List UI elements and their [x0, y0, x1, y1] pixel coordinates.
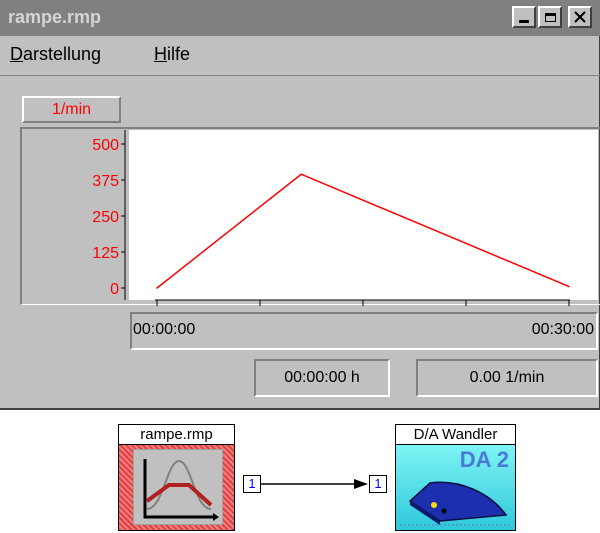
y-tick-label: 500 — [92, 137, 119, 154]
menu-hilfe-mnemonic: H — [154, 44, 167, 64]
menu-hilfe-label: ilfe — [167, 44, 191, 64]
minimize-button[interactable] — [512, 6, 536, 28]
y-axis-ticks: 500 375 250 125 0 — [92, 137, 125, 298]
maximize-button[interactable] — [538, 6, 562, 28]
menu-hilfe[interactable]: Hilfe — [154, 44, 190, 65]
series-group — [156, 173, 570, 289]
target-block-body: DA 2 — [396, 445, 515, 530]
ramp-curve-icon — [133, 449, 223, 525]
target-input-port[interactable]: 1 — [369, 475, 387, 493]
chart-frame — [20, 127, 600, 305]
window-title: rampe.rmp — [8, 7, 102, 27]
close-icon — [574, 11, 586, 23]
menu-darstellung[interactable]: Darstellung — [10, 44, 101, 65]
unit-label: 1/min — [22, 96, 121, 123]
maximize-icon — [544, 12, 556, 22]
source-block-body — [119, 445, 234, 530]
target-block-title: D/A Wandler — [396, 425, 515, 445]
target-block-da-wandler[interactable]: D/A Wandler DA 2 — [395, 424, 516, 531]
time-readout: 00:00:00 h — [254, 359, 390, 397]
x-axis-ticks — [156, 300, 570, 306]
menu-darstellung-mnemonic: D — [10, 44, 23, 64]
y-tick-label: 0 — [110, 281, 119, 298]
y-tick-label: 250 — [92, 209, 119, 226]
minimize-icon — [519, 20, 529, 23]
menu-darstellung-label: arstellung — [23, 44, 102, 64]
x-tick-label-end: 00:30:00 — [531, 321, 594, 338]
ramp-series-point — [156, 287, 158, 289]
y-tick-label: 125 — [92, 245, 119, 262]
close-button[interactable] — [568, 6, 592, 28]
source-output-port[interactable]: 1 — [243, 475, 261, 493]
title-bar[interactable]: rampe.rmp — [0, 0, 600, 36]
chart-svg: 500 375 250 125 0 — [92, 130, 598, 306]
rate-readout: 0.00 1/min — [416, 359, 598, 397]
time-axis-bar: 00:00:00 00:30:00 — [130, 312, 598, 350]
target-block-badge: DA 2 — [459, 447, 509, 472]
source-block-rampe[interactable]: rampe.rmp — [118, 424, 235, 531]
da-converter-device-icon — [400, 481, 510, 526]
x-tick-label-start: 00:00:00 — [133, 321, 196, 338]
menu-bar: Darstellung Hilfe — [0, 36, 600, 76]
ramp-series-point — [568, 285, 570, 288]
y-tick-label: 375 — [92, 173, 119, 190]
plot-area — [129, 130, 598, 300]
source-block-title: rampe.rmp — [119, 425, 234, 445]
application-window: rampe.rmp Darstellung Hilfe 1/min 500 375… — [0, 0, 600, 410]
ramp-series-point — [300, 173, 303, 176]
